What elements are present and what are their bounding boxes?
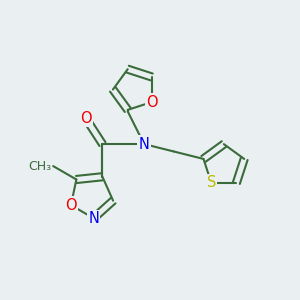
Text: S: S (207, 175, 216, 190)
Text: N: N (88, 211, 99, 226)
Text: O: O (146, 94, 158, 110)
Text: O: O (65, 198, 77, 213)
Text: O: O (80, 111, 92, 126)
Text: N: N (139, 136, 149, 152)
Text: CH₃: CH₃ (28, 160, 52, 172)
